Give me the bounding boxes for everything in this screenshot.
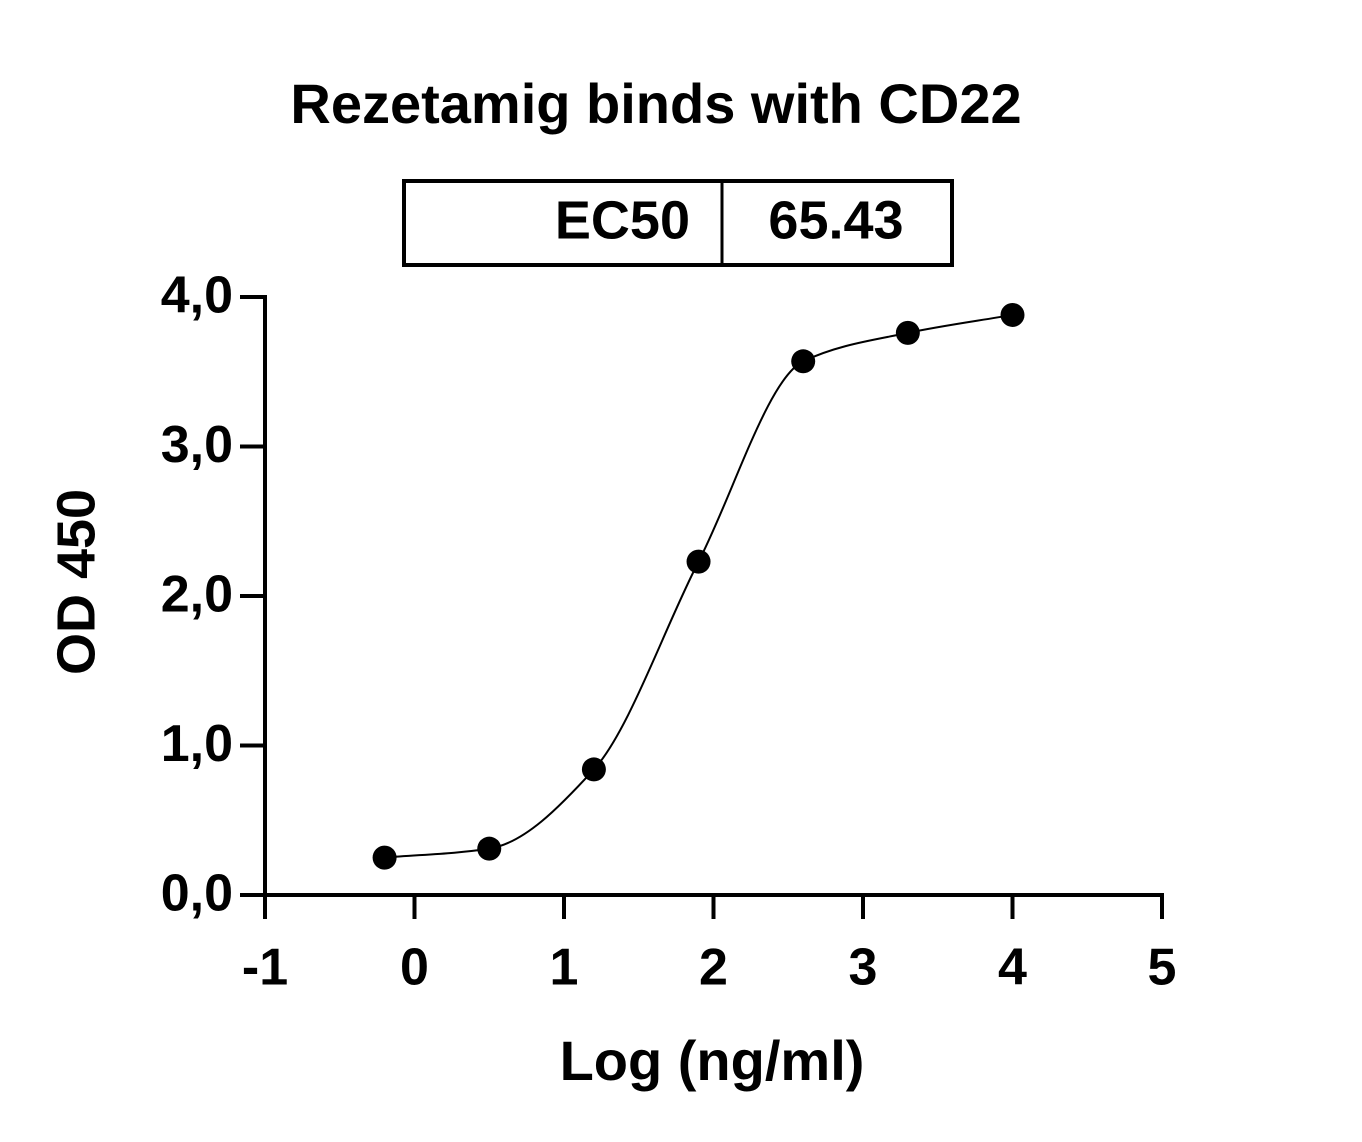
x-tick-label: 4 bbox=[998, 939, 1027, 997]
x-tick-label: -1 bbox=[242, 939, 288, 997]
y-tick-label: 3,0 bbox=[161, 416, 233, 474]
data-point bbox=[477, 836, 502, 861]
ec50-value: 65.43 bbox=[768, 190, 903, 250]
data-point bbox=[791, 349, 816, 374]
data-point bbox=[895, 320, 920, 345]
y-tick-label: 2,0 bbox=[161, 566, 233, 624]
x-tick-label: 0 bbox=[400, 939, 429, 997]
y-tick-label: 4,0 bbox=[161, 267, 233, 325]
x-tick-label: 3 bbox=[849, 939, 878, 997]
data-point bbox=[686, 549, 711, 574]
x-tick-label: 2 bbox=[699, 939, 728, 997]
y-tick-label: 1,0 bbox=[161, 715, 233, 773]
y-tick-label: 0,0 bbox=[161, 865, 233, 923]
ec50-label: EC50 bbox=[555, 190, 690, 250]
x-tick-label: 1 bbox=[550, 939, 579, 997]
data-point bbox=[581, 757, 606, 782]
chart-title: Rezetamig binds with CD22 bbox=[290, 72, 1021, 135]
fit-curve bbox=[384, 313, 1013, 859]
y-axis-label: OD 450 bbox=[46, 489, 106, 675]
ec50-box bbox=[402, 179, 954, 267]
data-point bbox=[372, 845, 397, 870]
x-tick-label: 5 bbox=[1148, 939, 1177, 997]
data-point bbox=[1000, 302, 1025, 327]
x-axis-label: Log (ng/ml) bbox=[560, 1029, 865, 1092]
